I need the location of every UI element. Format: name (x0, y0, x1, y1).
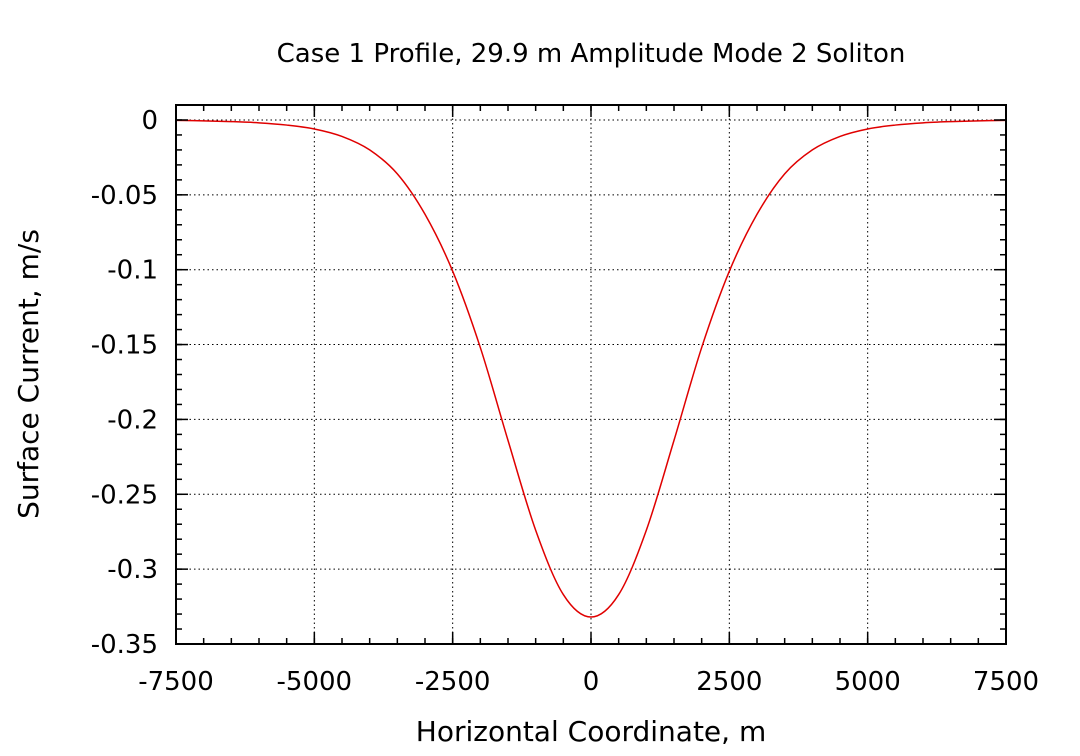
x-tick-label: 7500 (973, 667, 1039, 697)
y-tick-label: 0 (141, 106, 158, 136)
x-tick-label: 2500 (696, 667, 762, 697)
chart-title: Case 1 Profile, 29.9 m Amplitude Mode 2 … (277, 39, 906, 69)
series-line (175, 119, 1007, 618)
x-axis-title: Horizontal Coordinate, m (416, 715, 766, 748)
y-tick-label: -0.05 (91, 181, 158, 211)
y-tick-label: -0.15 (91, 331, 158, 361)
y-tick-label: -0.1 (107, 256, 158, 286)
x-tick-label: -5000 (277, 667, 353, 697)
y-tick-label: -0.3 (107, 555, 158, 585)
x-tick-label: -7500 (138, 667, 214, 697)
grid-layer (176, 105, 1006, 644)
series-layer (175, 119, 1007, 618)
x-tick-label: 5000 (835, 667, 901, 697)
y-tick-label: -0.35 (91, 630, 158, 660)
tick-layer: -7500 -5000 -2500 0 2500 5000 7500 0 -0.05 -0.1 -0… (91, 104, 1039, 697)
y-tick-label: -0.2 (107, 405, 158, 435)
x-tick-label: 0 (583, 667, 600, 697)
x-tick-label: -2500 (415, 667, 491, 697)
y-tick-label: -0.25 (91, 480, 158, 510)
y-axis-title: Surface Current, m/s (12, 229, 45, 519)
plot-frame (175, 104, 1007, 645)
